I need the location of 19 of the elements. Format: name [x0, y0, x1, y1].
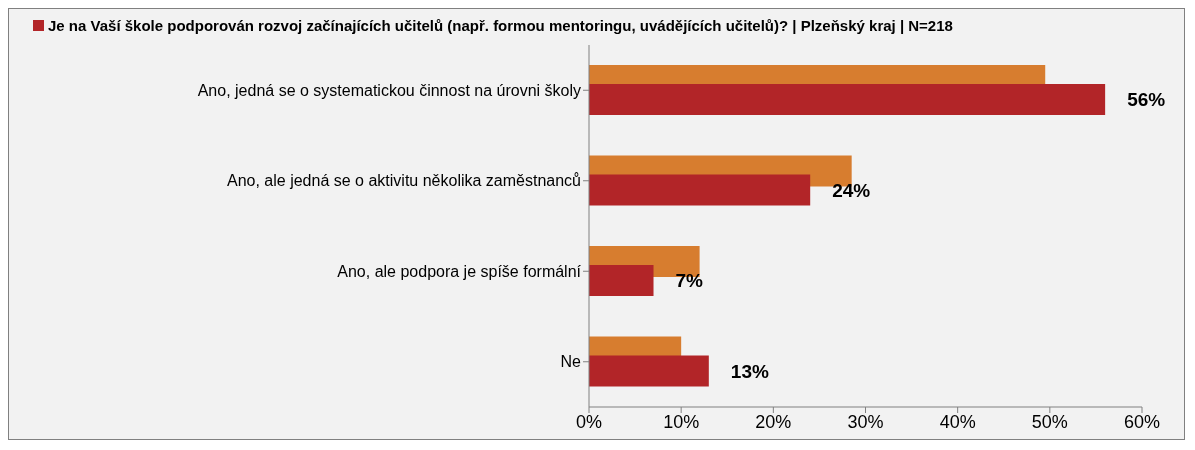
x-tick-label: 60% — [1123, 411, 1161, 432]
bar — [589, 83, 1106, 115]
x-tick-label: 40% — [939, 411, 976, 432]
y-tick-label: Ne — [560, 353, 582, 371]
y-tick-label: Ano, ale jedná se o aktivitu několika zaměstnanců — [227, 172, 581, 190]
data-label: 56% — [1127, 89, 1166, 111]
bar — [589, 355, 709, 387]
x-tick-label: 10% — [663, 411, 700, 432]
legend-label: Je na Vaší škole podporován rozvoj začínajících učitelů (např. formou mentoringu, uvádějících učitelů)? | Plzeňský kraj | N=218 — [47, 17, 953, 34]
x-tick-label: 30% — [847, 411, 884, 432]
y-tick-label: Ano, ale podpora je spíše formální — [337, 262, 582, 280]
x-tick-label: 50% — [1031, 411, 1068, 432]
x-tick-label: 20% — [755, 411, 792, 432]
bar — [589, 264, 654, 296]
data-label: 24% — [832, 179, 871, 201]
y-tick-label: Ano, jedná se o systematickou činnost na úrovni školy — [197, 81, 581, 99]
x-tick-label: 0% — [575, 411, 603, 432]
data-label: 13% — [730, 360, 769, 382]
bar — [589, 174, 811, 206]
